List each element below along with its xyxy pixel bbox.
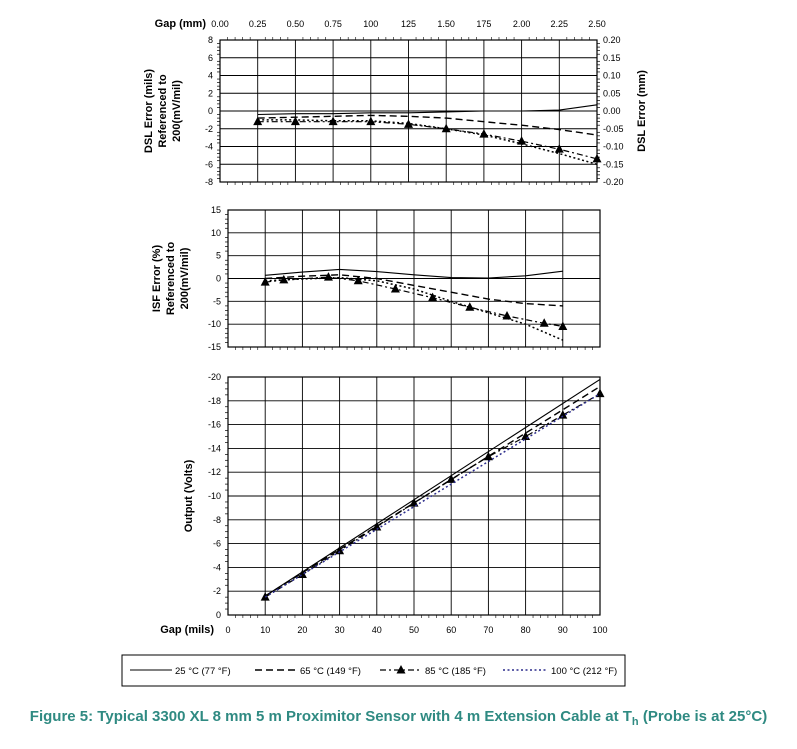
x-tick-label: 125	[401, 19, 416, 29]
legend-label: 25 °C (77 °F)	[175, 666, 231, 677]
y-tick-label: -15	[208, 342, 221, 352]
y2-tick-label: 0.00	[603, 106, 621, 116]
x-tick-label: 2.50	[588, 19, 606, 29]
x-tick-label: 0.25	[249, 19, 267, 29]
y-tick-label: 5	[216, 251, 221, 261]
series-line	[258, 105, 597, 115]
x-tick-label: 100	[363, 19, 378, 29]
series-marker	[428, 293, 437, 302]
figure-charts: 86420-2-4-6-80.200.150.100.050.00-0.05-0…	[0, 0, 797, 705]
y-tick-label: -6	[205, 159, 213, 169]
series-line	[265, 379, 600, 596]
y-axis-label-line: Referenced to	[165, 242, 177, 316]
y-tick-label: -8	[205, 177, 213, 187]
dsl-error-chart: 8 6 4 2 0 -2 -4 -6 -8 0.20 0.15 0.10 0.05 0.00 -0.05 -0…	[143, 18, 648, 187]
y-axis-label-line: 200(mV/mil)	[171, 80, 183, 142]
x-tick-label: 10	[260, 625, 270, 635]
x-tick-label: 0.50	[287, 19, 305, 29]
y-tick-label: 4	[208, 71, 213, 81]
y-tick-label: 0	[208, 106, 213, 116]
y-tick-label: -20	[208, 372, 221, 382]
legend-label: 65 °C (149 °F)	[300, 666, 361, 677]
series-line	[258, 115, 597, 135]
series-marker	[555, 144, 564, 153]
x-tick-label: 20	[297, 625, 307, 635]
y-tick-label: -2	[205, 124, 213, 134]
caption-tail: (Probe is at 25°C)	[639, 708, 768, 725]
y-tick-label: -8	[213, 515, 221, 525]
x-tick-label: 80	[521, 625, 531, 635]
y-axis-label-line: ISF Error (%)	[151, 245, 163, 313]
y-tick-label: -12	[208, 467, 221, 477]
y-tick-label: -10	[208, 319, 221, 329]
y-axis-label: Output (Volts)	[183, 459, 195, 532]
x-tick-label: 90	[558, 625, 568, 635]
y-tick-label: 15	[211, 205, 221, 215]
x-tick-label: 100	[592, 625, 607, 635]
y-tick-label: -4	[213, 562, 221, 572]
y-tick-label: -2	[213, 586, 221, 596]
output-voltage-chart: -20-18-16-14-12-10-8-6-4-200 10 20 30 40 50 60…	[160, 372, 607, 636]
series-marker	[324, 272, 333, 281]
x-tick-label: 40	[372, 625, 382, 635]
y-tick-label: 0	[216, 610, 221, 620]
isf-error-chart: 15 10 5 0 -5 -10 -15 ISF Error (%) Referenced to…	[151, 205, 600, 352]
caption-main: Figure 5: Typical 3300 XL 8 mm 5 m Proxi…	[30, 708, 632, 725]
legend-marker	[397, 665, 406, 674]
x-tick-label: 60	[446, 625, 456, 635]
y-tick-label: -16	[208, 420, 221, 430]
y-tick-label: -5	[213, 296, 221, 306]
y2-tick-label: 0.10	[603, 71, 621, 81]
y-axis-label-line: DSL Error (mils)	[143, 69, 155, 153]
x-tick-label: 2.00	[513, 19, 531, 29]
x-tick-label: 30	[335, 625, 345, 635]
legend-label: 85 °C (185 °F)	[425, 666, 486, 677]
y-tick-label: 8	[208, 35, 213, 45]
x-tick-label: 0	[225, 625, 230, 635]
x-tick-label: 0.75	[324, 19, 342, 29]
legend: 25 °C (77 °F) 65 °C (149 °F) 85 °C (185 °F…	[122, 655, 625, 686]
x-tick-label: 2.25	[551, 19, 569, 29]
y-tick-label: 10	[211, 228, 221, 238]
y2-tick-label: -0.10	[603, 142, 624, 152]
x-axis-title: Gap (mils)	[160, 624, 214, 636]
x-tick-label: 175	[476, 19, 491, 29]
caption-subscript: h	[632, 716, 639, 728]
y-tick-label: 6	[208, 53, 213, 63]
y-tick-label: 2	[208, 88, 213, 98]
y-tick-label: -14	[208, 443, 221, 453]
x-tick-label: 1.50	[437, 19, 455, 29]
y-tick-label: -10	[208, 491, 221, 501]
series-line	[258, 122, 597, 159]
figure-caption: Figure 5: Typical 3300 XL 8 mm 5 m Proxi…	[0, 708, 797, 731]
x-axis-title: Gap (mm)	[155, 18, 207, 30]
y2-tick-label: -0.15	[603, 159, 624, 169]
y-axis-label-line: 200(mV/mil)	[179, 247, 191, 309]
y-tick-label: 0	[216, 274, 221, 284]
y2-axis-label: DSL Error (mm)	[636, 70, 648, 152]
x-tick-label: 70	[483, 625, 493, 635]
series-marker	[279, 275, 288, 284]
x-tick-label: 50	[409, 625, 419, 635]
y-axis-label-line: Referenced to	[157, 74, 169, 148]
y-tick-label: -6	[213, 539, 221, 549]
y2-tick-label: -0.05	[603, 124, 624, 134]
y-tick-label: -4	[205, 142, 213, 152]
y2-tick-label: 0.20	[603, 35, 621, 45]
x-tick-label: 0.00	[211, 19, 229, 29]
y-tick-label: -18	[208, 396, 221, 406]
y2-tick-label: -0.20	[603, 177, 624, 187]
legend-label: 100 °C (212 °F)	[551, 666, 617, 677]
y2-tick-label: 0.05	[603, 88, 621, 98]
y2-tick-label: 0.15	[603, 53, 621, 63]
